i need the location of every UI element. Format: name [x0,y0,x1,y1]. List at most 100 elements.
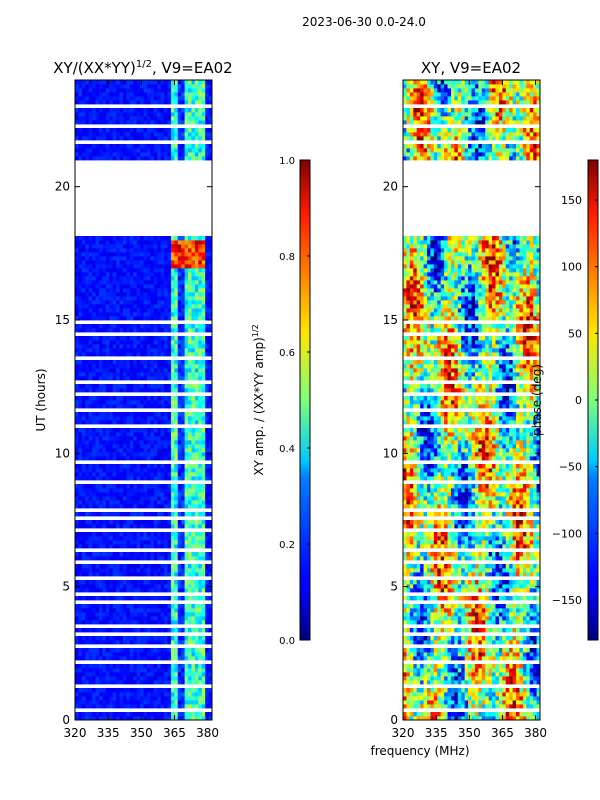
heatmap-cell [133,276,138,281]
heatmap-cell [109,676,114,681]
heatmap-cell [146,656,151,661]
heatmap-cell [174,260,179,265]
heatmap-cell [181,144,185,149]
heatmap-cell [146,540,151,545]
heatmap-cell [146,120,151,125]
heatmap-cell [181,148,185,153]
heatmap-cell [157,376,162,381]
heatmap-cell [122,412,127,417]
heatmap-cell [188,376,192,381]
heatmap-cell [174,80,179,85]
heatmap-cell [98,324,103,329]
heatmap-cell [188,620,192,625]
heatmap-cell [75,156,79,161]
heatmap-cell [191,400,196,405]
heatmap-cell [177,260,182,265]
heatmap-cell [116,136,120,141]
heatmap-cell [420,692,424,697]
heatmap-cell [85,692,90,697]
heatmap-cell [177,472,182,477]
heatmap-cell [492,680,496,685]
heatmap-cell [78,388,83,393]
heatmap-cell [170,328,175,333]
heatmap-cell [78,604,83,609]
heatmap-cell [81,412,86,417]
heatmap-cell [126,432,131,437]
heatmap-cell [191,128,196,133]
heatmap-cell [150,112,155,117]
heatmap-cell [157,276,162,281]
heatmap-cell [177,288,182,293]
heatmap-cell [122,100,127,105]
heatmap-cell [177,328,182,333]
heatmap-cell [98,340,103,345]
heatmap-cell [177,572,182,577]
heatmap-cell [450,712,455,717]
heatmap-cell [95,596,100,601]
heatmap-cell [208,444,212,449]
heatmap-cell [109,428,114,433]
heatmap-cell [191,512,196,517]
heatmap-cell [533,712,537,717]
heatmap-cell [102,672,107,677]
heatmap-cell [205,536,209,541]
heatmap-cell [146,112,151,117]
heatmap-cell [119,348,124,353]
heatmap-cell [133,716,138,720]
heatmap-cell [126,376,131,381]
heatmap-cell [85,580,90,585]
heatmap-cell [430,712,435,717]
heatmap-cell [98,496,103,501]
heatmap-cell [177,364,182,369]
heatmap-cell [129,468,134,473]
heatmap-cell [112,344,117,349]
heatmap-cell [133,240,138,245]
heatmap-cell [177,100,182,105]
heatmap-cell [136,100,141,105]
heatmap-cell [98,412,103,417]
heatmap-cell [119,132,124,137]
heatmap-cell [129,84,134,89]
heatmap-cell [78,292,83,297]
heatmap-cell [201,264,206,269]
heatmap-cell [164,636,168,641]
heatmap-cell [85,364,90,369]
heatmap-cell [136,248,141,253]
heatmap-cell [170,352,175,357]
heatmap-cell [85,116,90,121]
heatmap-cell [92,616,96,621]
heatmap-cell [157,252,162,257]
heatmap-cell [78,264,83,269]
heatmap-cell [164,368,168,373]
heatmap-cell [437,712,442,717]
heatmap-cell [177,248,182,253]
heatmap-cell [81,472,86,477]
heatmap-cell [75,656,79,661]
heatmap-cell [126,688,131,693]
heatmap-cell [109,280,114,285]
heatmap-cell [191,440,196,445]
heatmap-cell [102,264,107,269]
heatmap-cell [126,700,131,705]
heatmap-cell [188,472,192,477]
heatmap-cell [109,404,114,409]
heatmap-cell [170,324,175,329]
heatmap-cell [167,500,172,505]
heatmap-cell [174,120,179,125]
heatmap-cell [122,488,127,493]
heatmap-cell [174,652,179,657]
heatmap-cell [112,500,117,505]
heatmap-cell [88,468,93,473]
heatmap-cell [119,240,124,245]
heatmap-cell [109,312,114,317]
heatmap-cell [146,640,151,645]
heatmap-cell [177,276,182,281]
heatmap-cell [122,564,127,569]
heatmap-cell [468,688,472,693]
heatmap-cell [133,312,138,317]
heatmap-cell [126,628,131,633]
heatmap-cell [133,152,138,157]
heatmap-cell [85,584,90,589]
heatmap-cell [450,692,455,697]
heatmap-cell [181,304,185,309]
